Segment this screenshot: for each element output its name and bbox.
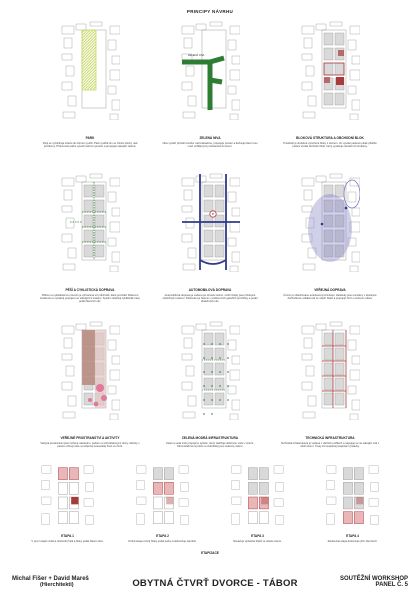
context-buildings xyxy=(61,21,120,120)
phase-diagram-2 xyxy=(135,462,190,532)
phase-title: ETAPA 2 xyxy=(156,534,169,538)
phase-text: Druhá etapa rozvíjí bloky podél parku a … xyxy=(128,540,197,543)
panel-text: Park se vyzdvihuje středu do ohrnutí vyu… xyxy=(42,142,138,149)
panel-title: ZELENÁ NIVA xyxy=(199,136,221,140)
panel-text: Veřejná prostranství jsou tvořena náměst… xyxy=(40,442,140,449)
phase-context xyxy=(231,465,284,525)
footer-right: SOUTĚŽNÍ WORKSHOP PANEL Č. 5 xyxy=(318,576,408,588)
authors-studio: (Hierchitekti) xyxy=(40,582,74,588)
phase-title: ETAPA 4 xyxy=(346,534,359,538)
context-buildings xyxy=(61,321,120,420)
panel-number: PANEL Č. 5 xyxy=(375,582,408,588)
diagram-p5: P xyxy=(180,172,240,272)
workshop-label: SOUTĚŽNÍ WORKSHOP xyxy=(339,576,408,582)
phase-text: V první etapě vznikne obchodní blok a bl… xyxy=(31,540,104,543)
phase-diagram-3 xyxy=(230,462,285,532)
phase-context xyxy=(326,465,379,525)
panel-title: AUTOMOBILOVÁ DOPRAVA xyxy=(188,288,232,292)
site-outline xyxy=(321,29,347,109)
phase-diagram-1 xyxy=(40,462,95,532)
panel-text: Prostředí je struktura vytvořené bloky s… xyxy=(283,142,377,149)
diagram-p7 xyxy=(60,320,120,420)
commercial-blocks xyxy=(323,50,345,85)
green-axis xyxy=(182,55,225,110)
panel-text: Technická infrastruktura je vedena v uli… xyxy=(280,442,380,449)
panel-title: TECHNICKÁ INFRASTRUKTURA xyxy=(305,436,355,440)
green-infrastructure xyxy=(202,343,230,415)
site-outline xyxy=(201,29,227,109)
footer-authors: Michal Fišer + David Mareš (Hierchitekti… xyxy=(12,576,122,588)
diagram-p6 xyxy=(300,172,360,272)
panel-title: PĚŠÍ A CYKLISTICKÁ DOPRAVA xyxy=(65,288,115,292)
parking-icon xyxy=(209,210,217,218)
context-buildings xyxy=(61,173,120,272)
project-title: OBYTNÁ ČTVRŤ DVORCE - TÁBOR xyxy=(132,578,298,589)
diagram-p1 xyxy=(60,20,120,120)
context-buildings xyxy=(301,21,360,120)
site-blocks xyxy=(323,332,345,406)
panel-title: BLOKOVÁ STRUKTURA A OBCHODNÍ BLOK xyxy=(296,136,364,140)
phase-text: Závěrečná etapa dokončuje jižní část čtv… xyxy=(327,540,378,543)
green-axis-label: ZELENÁ OSA xyxy=(188,53,205,57)
etapizace-label: ETAPIZACE xyxy=(201,551,219,555)
authors-names: Michal Fišer + David Mareš xyxy=(12,576,89,582)
context-buildings xyxy=(181,21,240,120)
diagram-p2: ZELENÁ OSA xyxy=(180,20,240,120)
context-buildings xyxy=(181,321,240,420)
pedestrian-network xyxy=(70,182,106,260)
panel-text: Automobilová doprava je vedena po obvodu… xyxy=(162,294,258,304)
diagram-p4 xyxy=(60,172,120,272)
diagram-p9 xyxy=(300,320,360,420)
technical-networks xyxy=(322,330,347,408)
site-blocks xyxy=(203,332,225,406)
phase-context xyxy=(136,465,189,525)
site-blocks xyxy=(323,184,345,258)
page-title: PRINCIPY NÁVRHU xyxy=(186,9,234,14)
context-buildings xyxy=(181,173,240,272)
panel-text: Niva vytváří přírodní koridor nad zástav… xyxy=(162,142,258,149)
diagram-p3 xyxy=(300,20,360,120)
road-network xyxy=(182,174,240,270)
context-buildings xyxy=(301,173,360,272)
panel-title: ZELENÁ MODRÁ INFRASTRUKTURA xyxy=(181,436,239,440)
phase-text: Navazuje výstavba bloků ve středu území. xyxy=(233,540,282,543)
site-blocks xyxy=(203,184,225,258)
panel-title: VEŘEJNÉ PROSTRANSTVÍ A AKTIVITY xyxy=(60,436,120,440)
panel-title: VEŘEJNÁ DOPRAVA xyxy=(314,288,346,292)
panel-text: Pěšímu a cyklistickému provozu je vyhraz… xyxy=(40,294,140,304)
public-spaces xyxy=(82,330,107,408)
diagram-p8 xyxy=(180,320,240,420)
phase-title: ETAPA 3 xyxy=(251,534,264,538)
phase-context xyxy=(41,465,94,525)
phase-diagram-4 xyxy=(325,462,380,532)
parking-glyph: P xyxy=(212,212,214,216)
park-area xyxy=(81,29,97,91)
panel-title: PARK xyxy=(85,136,95,140)
panel-text: Území je obsluhováno autobusovými linkam… xyxy=(283,294,377,301)
site-outline xyxy=(321,181,347,261)
transit-zones xyxy=(308,179,360,262)
site-blocks xyxy=(83,184,105,258)
site-blocks xyxy=(323,32,345,106)
site-outline xyxy=(201,329,227,409)
phase-title: ETAPA 1 xyxy=(61,534,74,538)
panel-text: Zeleň a voda tvoří propojený systém, kte… xyxy=(166,442,254,449)
context-buildings xyxy=(301,321,360,420)
